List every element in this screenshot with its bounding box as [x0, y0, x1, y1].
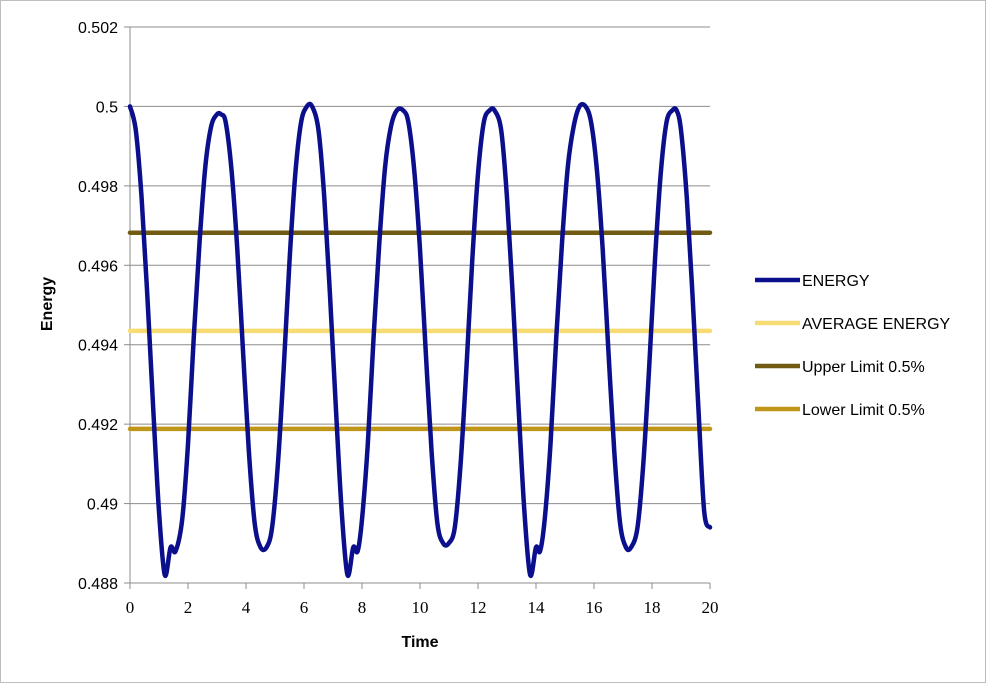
y-tick-label: 0.502	[78, 20, 118, 37]
y-tick-label: 0.488	[78, 576, 118, 593]
legend-label: Lower Limit 0.5%	[802, 402, 925, 419]
x-tick-label: 6	[300, 598, 309, 617]
y-axis-title: Energy	[39, 277, 56, 331]
legend-label: Upper Limit 0.5%	[802, 359, 925, 376]
y-tick-label: 0.5	[96, 99, 118, 116]
x-tick-label: 8	[358, 598, 367, 617]
x-tick-labels: 0 2 4 6 8 10 12 14 16 18 20	[126, 583, 719, 617]
series-line-0	[127, 101, 713, 578]
x-tick-label: 12	[470, 598, 487, 617]
legend-label: AVERAGE ENERGY	[802, 316, 951, 333]
x-tick-label: 2	[184, 598, 193, 617]
x-tick-label: 18	[644, 598, 661, 617]
y-tick-label: 0.498	[78, 179, 118, 196]
x-tick-label: 16	[586, 598, 603, 617]
y-tick-labels: 0.488 0.49 0.492 0.494 0.496 0.498 0.5 0.502	[78, 20, 130, 593]
y-tick-label: 0.492	[78, 417, 118, 434]
x-tick-label: 4	[242, 598, 251, 617]
series-lines	[127, 101, 713, 578]
x-axis-title: Time	[401, 634, 438, 651]
x-tick-label: 14	[528, 598, 546, 617]
x-tick-label: 0	[126, 598, 135, 617]
axes	[129, 27, 710, 584]
x-tick-label: 10	[412, 598, 429, 617]
y-tick-label: 0.496	[78, 258, 118, 275]
legend-label: ENERGY	[802, 273, 870, 290]
y-tick-label: 0.49	[87, 497, 118, 514]
legend: ENERGY AVERAGE ENERGY Upper Limit 0.5% Lowe…	[755, 273, 951, 419]
y-tick-label: 0.494	[78, 338, 118, 355]
x-tick-label: 20	[702, 598, 719, 617]
